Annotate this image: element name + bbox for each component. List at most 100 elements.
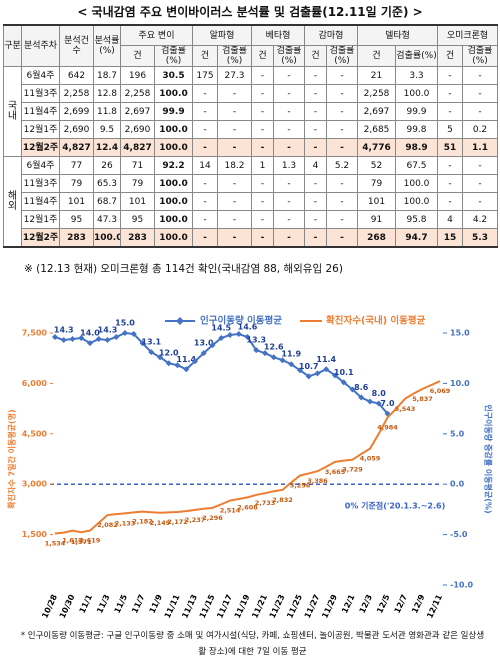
table-cell: 95 — [120, 210, 155, 229]
table-cell: - — [326, 192, 359, 211]
table-cell: 100.0 — [395, 174, 439, 193]
table-row: 12월1주 2,690 9.5 2,690 100.0- - - - - -2,685 99.8 5 0… — [4, 120, 499, 139]
table-cell: - — [192, 120, 219, 139]
table-cell: - — [326, 228, 359, 248]
y-tick-label: 4,500 — [22, 429, 48, 438]
table-row: 국내 6월4주 642 18.7 196 30.5 175 27.3- - - -21 3.3- - — [3, 66, 499, 157]
table-cell: - — [437, 102, 464, 121]
table-cell: 12월2주 — [21, 138, 60, 157]
header-cell: 분석건수 — [59, 24, 94, 67]
table-cell: - — [217, 84, 253, 103]
table-cell: - — [251, 66, 275, 85]
subheader-cell: 건 — [437, 45, 464, 67]
table-cell: 3.3 — [395, 66, 439, 85]
table-cell: 79 — [357, 174, 397, 193]
x-tick-label: 11/21 — [250, 593, 269, 620]
value-label: 4,984 — [377, 424, 398, 432]
table-cell: - — [192, 174, 219, 193]
point-marker — [323, 366, 330, 373]
table-cell: 100.0 — [153, 192, 194, 211]
table-cell: 30.5 — [153, 66, 194, 85]
subheader-cell: 검출률(%) — [273, 45, 306, 67]
x-tick-label: 11/23 — [268, 593, 287, 620]
value-label: 10.7 — [299, 362, 319, 371]
table-cell: - — [251, 192, 275, 211]
x-tick-label: 12/7 — [393, 593, 409, 615]
table-cell: - — [304, 192, 328, 211]
table-cell: 67.5 — [395, 156, 439, 175]
table-cell: 95 — [59, 210, 94, 229]
table-cell: - — [273, 66, 306, 85]
value-label: 7.0 — [380, 399, 395, 408]
table-cell: 99.8 — [395, 120, 439, 139]
table-cell: - — [326, 210, 359, 229]
note: ※ (12.13 현재) 오미크론형 총 114건 확인(국내감염 88, 해외… — [24, 263, 343, 275]
group-label: 해외 — [3, 156, 22, 248]
table-cell: 95.8 — [395, 210, 439, 229]
value-label: 4,059 — [360, 455, 381, 463]
y-tick-label: 3,000 — [22, 480, 48, 489]
value-label: 11.4 — [176, 355, 196, 364]
y2-tick-label: 5.0 — [450, 429, 465, 438]
x-tick-label: 11/15 — [198, 593, 217, 620]
value-label: 2,082 — [97, 521, 118, 529]
point-marker — [157, 354, 163, 361]
point-marker — [235, 331, 242, 338]
table-cell: 196 — [120, 66, 155, 85]
chart: -10.0 -5.0 0.0 5.0 10.0 15.0 1,500 3,000 4,500 6,… — [7, 315, 494, 620]
table-row: 12월1주 95 47.3 95 100.0- - - - - -91 95.8 4 4.2 — [4, 210, 499, 229]
table-cell: 68.7 — [93, 192, 121, 211]
point-marker — [60, 337, 67, 344]
table-cell: 9.5 — [93, 120, 121, 139]
header-cell: 분석률(%) — [93, 24, 121, 67]
point-marker — [192, 358, 198, 365]
table-cell: - — [304, 84, 328, 103]
x-tick-label: 12/3 — [358, 593, 374, 615]
point-marker — [209, 342, 216, 349]
point-marker — [174, 362, 181, 369]
header-cell: 오미크론형 — [437, 24, 499, 46]
table-cell: - — [462, 66, 499, 85]
table-cell: - — [437, 84, 464, 103]
table-cell: 14 — [192, 156, 219, 175]
x-tick-label: 11/19 — [233, 593, 252, 620]
value-label: 6,069 — [430, 387, 451, 395]
table-cell: 91 — [357, 210, 397, 229]
table-cell: 5.3 — [462, 228, 499, 248]
table-cell: - — [251, 210, 275, 229]
value-label: 14.5 — [211, 324, 231, 333]
table-cell: - — [304, 228, 328, 248]
header-cell: 감마형 — [304, 24, 359, 46]
x-tick-label: 11/3 — [95, 593, 111, 615]
table-cell: 6월4주 — [21, 66, 60, 85]
point-marker — [305, 373, 312, 380]
table-cell: 101 — [59, 192, 94, 211]
value-label: 1,534 — [45, 539, 66, 547]
subheader-cell: 건 — [251, 45, 275, 67]
table-cell: 12.4 — [93, 138, 121, 157]
point-marker — [375, 400, 382, 407]
table-cell: - — [437, 192, 464, 211]
point-marker — [165, 360, 172, 367]
table-cell: 21 — [357, 66, 397, 85]
y2-tick-label: 0.0 — [450, 480, 465, 489]
table-cell: 100.0 — [153, 84, 194, 103]
y2-tick-label: -10.0 — [450, 581, 473, 590]
table-cell: 2,258 — [59, 84, 94, 103]
table-cell: - — [326, 84, 359, 103]
legend-label: 인구이동량 이동평균 — [200, 315, 282, 327]
value-label: 2,237 — [185, 516, 206, 524]
table-cell: - — [251, 174, 275, 193]
table-cell: - — [326, 174, 359, 193]
table-cell: 11월3주 — [21, 174, 60, 193]
point-marker — [288, 361, 295, 368]
table-row: 11월4주 2,699 11.8 2,697 99.9- - - - - -2,697 99.9- - — [4, 102, 499, 121]
table-cell: 2,699 — [59, 102, 94, 121]
table-cell: - — [304, 210, 328, 229]
point-marker — [95, 336, 102, 343]
point-marker — [332, 372, 338, 379]
table-row: 11월3주 2,258 12.8 2,258 100.0- - - - - -2,258 100.0… — [4, 84, 499, 103]
point-marker — [113, 334, 120, 341]
value-label: 11.4 — [316, 355, 336, 364]
point-marker — [262, 350, 268, 357]
